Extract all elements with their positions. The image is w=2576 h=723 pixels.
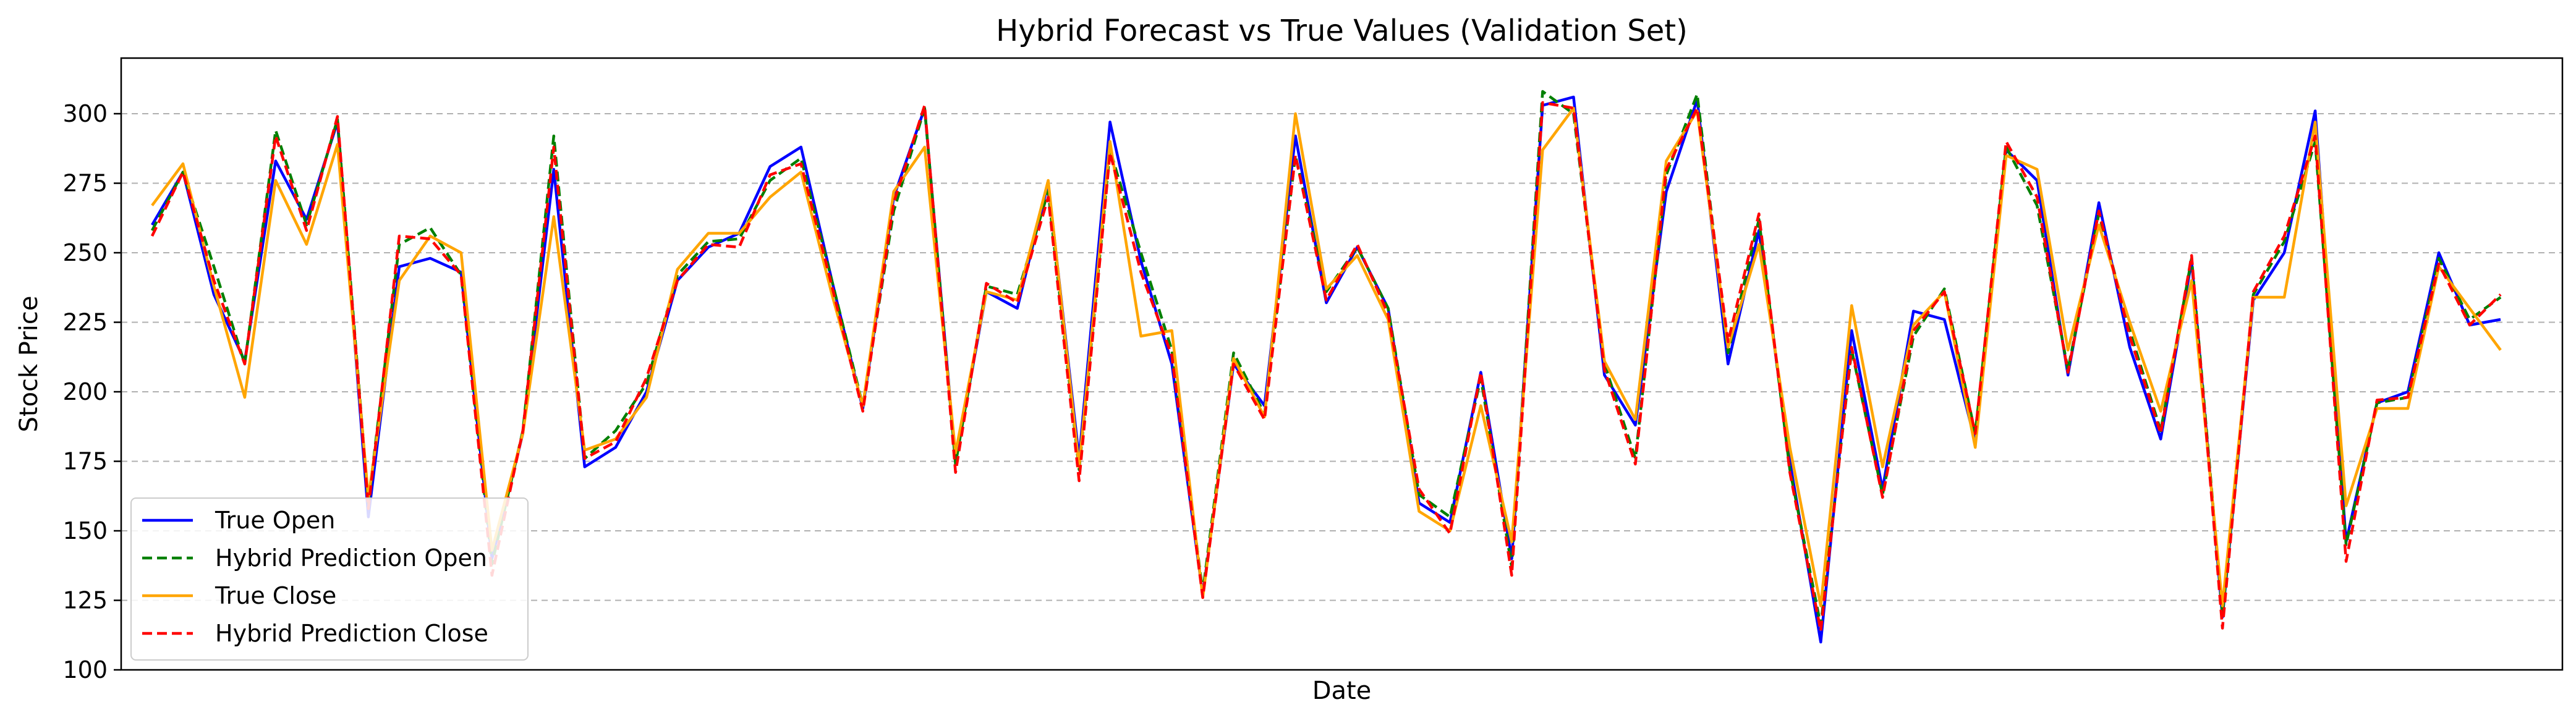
legend-label: Hybrid Prediction Open [215, 544, 487, 572]
legend-label: True Open [215, 507, 335, 534]
y-tick-label: 275 [62, 170, 108, 197]
y-tick-label: 100 [62, 656, 108, 683]
y-tick-label: 225 [62, 309, 108, 336]
series-line-4 [150, 101, 2502, 633]
y-tick-label: 300 [62, 100, 108, 127]
y-tick-label: 175 [62, 448, 108, 475]
y-axis-label: Stock Price [15, 296, 43, 433]
legend-label: Hybrid Prediction Close [215, 620, 488, 647]
y-tick-label: 250 [62, 239, 108, 266]
y-axis-ticks: 100 125 150 175 200 225 250 275 300 [62, 100, 121, 683]
legend: True Open Hybrid Prediction Open True Clos… [130, 497, 529, 661]
y-tick-label: 125 [62, 587, 108, 614]
series-lines [150, 90, 2502, 644]
legend-box [130, 497, 529, 661]
plot-frame [120, 57, 2564, 671]
y-tick-label: 200 [62, 378, 108, 405]
y-tick-label: 150 [62, 517, 108, 544]
legend-label: True Close [215, 582, 336, 609]
x-axis-label: Date [1312, 677, 1372, 705]
chart-title: Hybrid Forecast vs True Values (Validati… [996, 14, 1688, 48]
